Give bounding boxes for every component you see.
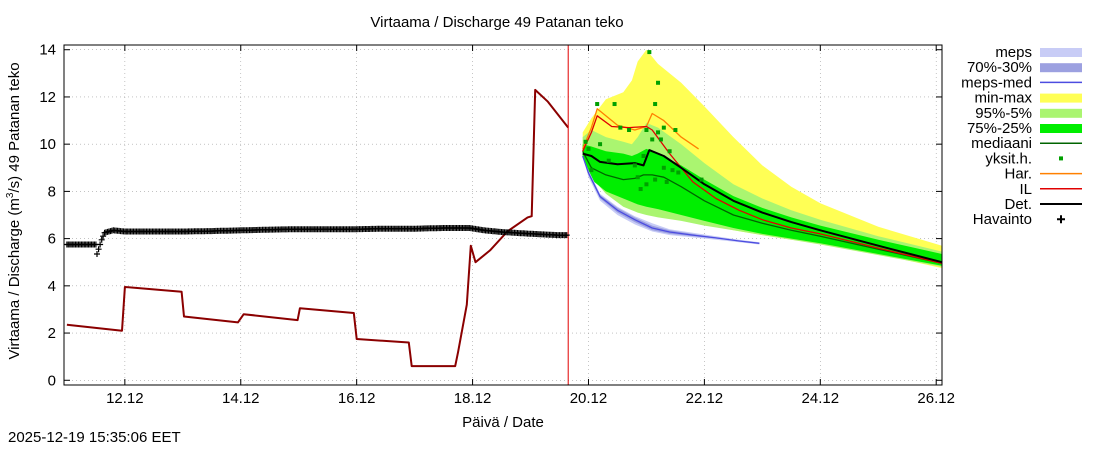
series-har-line	[582, 108, 699, 150]
series-meps-med-line	[582, 155, 760, 244]
havainto-point	[94, 251, 100, 257]
x-tick-label: 12.12	[106, 390, 144, 407]
legend-label-mediaani: mediaani	[971, 135, 1032, 152]
legend-label-il: IL	[1019, 181, 1032, 198]
band-95-5	[582, 122, 942, 267]
y-tick-label: 10	[39, 136, 56, 153]
yksit-h-dot	[661, 165, 666, 170]
legend-label-yksit-h: yksit.h.	[985, 150, 1032, 167]
havainto-point	[97, 241, 104, 248]
y-axis-label-part-2: /s) 49 Patanan teko	[6, 62, 23, 192]
x-tick-label: 16.12	[338, 390, 376, 407]
chart-title: Virtaama / Discharge 49 Patanan teko	[370, 14, 623, 31]
yksit-h-dot	[673, 128, 678, 132]
y-axis-label-superscript: 3	[5, 192, 16, 198]
x-axis-label: Päivä / Date	[462, 414, 544, 431]
yksit-h-dot	[586, 146, 591, 151]
legend-label-har: Har.	[1004, 166, 1032, 183]
yksit-h-dot	[656, 80, 661, 85]
yksit-h-dot	[650, 137, 655, 142]
x-tick-label: 20.12	[570, 390, 608, 407]
legend-swatch-70-30	[1040, 63, 1082, 73]
legend-label-det: Det.	[1004, 196, 1032, 213]
yksit-h-dot	[699, 177, 704, 182]
series-det-history-line	[66, 88, 569, 368]
legend-swatch-yksit-h	[1059, 156, 1063, 161]
series-mediaani-line	[582, 150, 943, 265]
yksit-h-dot	[676, 170, 681, 175]
yksit-h-dot	[647, 50, 652, 55]
plot-area	[63, 44, 943, 386]
yksit-h-dot	[644, 128, 649, 132]
yksit-h-dot	[632, 163, 637, 168]
yksit-h-dot	[656, 130, 661, 135]
yksit-h-dot	[670, 168, 675, 173]
havainto-point	[98, 236, 105, 243]
y-tick-label: 4	[48, 278, 56, 295]
legend-label-meps-med: meps-med	[961, 74, 1032, 91]
legend-swatch-min-max	[1040, 93, 1082, 103]
y-tick-label: 12	[39, 89, 56, 106]
y-tick-label: 6	[48, 231, 56, 248]
yksit-h-dot	[667, 149, 672, 154]
plot-frame	[63, 44, 943, 386]
series-det-line	[582, 149, 943, 264]
timestamp: 2025-12-19 15:35:06 EET	[8, 429, 181, 446]
yksit-h-dot	[598, 142, 603, 147]
yksit-h-dot	[606, 158, 611, 163]
yksit-h-dot	[627, 128, 632, 132]
legend-label-meps: meps	[995, 44, 1032, 61]
legend-swatch-75-25	[1040, 124, 1082, 133]
x-tick-label: 26.12	[917, 390, 955, 407]
yksit-h-dot	[589, 168, 594, 173]
y-tick-label: 14	[39, 42, 56, 59]
havainto-point	[563, 232, 570, 239]
legend-label-75-25: 75%-25%	[967, 120, 1032, 137]
y-axis-label-part-1: Virtaama / Discharge (m	[6, 198, 23, 359]
x-tick-label: 22.12	[686, 390, 724, 407]
yksit-h-dot	[658, 137, 663, 142]
legend-label-havainto: Havainto	[973, 211, 1032, 228]
legend-label-min-max: min-max	[974, 90, 1032, 107]
legend-swatch-havainto	[1057, 215, 1065, 224]
havainto-point	[95, 246, 102, 253]
yksit-h-dot	[644, 182, 649, 187]
x-tick-label: 14.12	[222, 390, 260, 407]
yksit-h-dot	[618, 125, 623, 130]
yksit-h-dot	[583, 139, 588, 144]
legend: meps70%-30%meps-medmin-max95%-5%75%-25%m…	[961, 44, 1082, 228]
yksit-h-dot	[635, 175, 640, 180]
band-75-25	[582, 144, 942, 266]
y-axis-label: Virtaama / Discharge (m3/s) 49 Patanan t…	[5, 62, 23, 359]
yksit-h-dot	[653, 102, 658, 107]
yksit-h-dot	[641, 153, 646, 158]
yksit-h-dot	[653, 177, 658, 182]
yksit-h-dot	[664, 179, 669, 184]
legend-label-70-30: 70%-30%	[967, 59, 1032, 76]
yksit-h-dot	[661, 125, 666, 130]
y-tick-label: 2	[48, 325, 56, 342]
yksit-h-dot	[595, 102, 600, 107]
y-tick-label: 8	[48, 183, 56, 200]
yksit-h-dot	[612, 102, 617, 107]
x-tick-label: 24.12	[802, 390, 840, 407]
legend-swatch-meps	[1040, 48, 1082, 57]
legend-swatch-95-5	[1040, 108, 1082, 118]
x-tick-label: 18.12	[454, 390, 492, 407]
y-tick-label: 0	[48, 372, 56, 389]
legend-label-95-5: 95%-5%	[975, 105, 1032, 122]
yksit-h-dot	[638, 187, 643, 192]
havainto-point	[100, 233, 107, 240]
